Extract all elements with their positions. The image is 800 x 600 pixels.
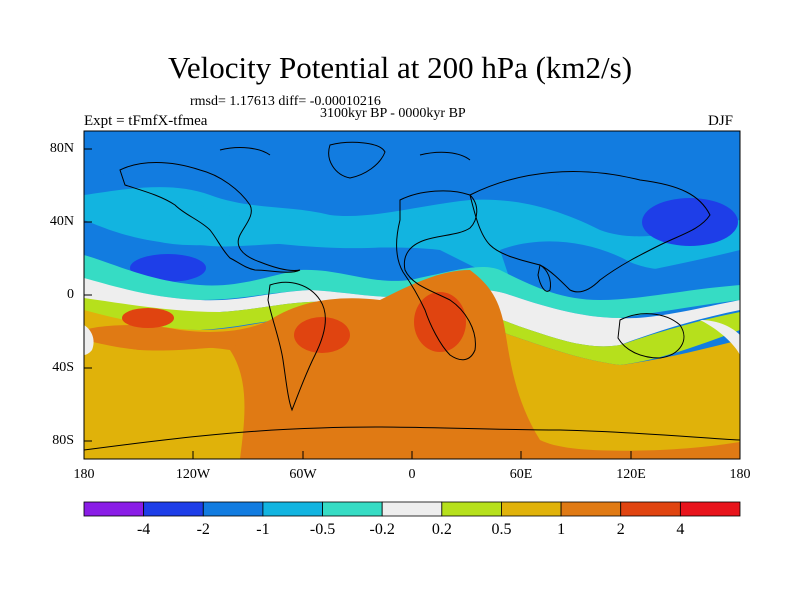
- colorbar-swatch: [620, 501, 681, 517]
- x-tick-label: 180: [729, 467, 751, 482]
- x-tick-label: 180: [73, 467, 95, 482]
- coastlines: [84, 141, 740, 451]
- colorbar-swatch: [560, 501, 622, 517]
- colorbar-label: 4: [676, 521, 685, 538]
- colorbar-label: 1: [557, 521, 566, 538]
- x-tick-label: 120W: [175, 467, 211, 482]
- colorbar-label: 0.2: [431, 521, 452, 538]
- colorbar-swatch: [143, 501, 204, 517]
- colorbar-label: -0.2: [369, 521, 395, 538]
- colorbar-swatch: [441, 501, 502, 517]
- colorbar-swatch: [202, 501, 264, 517]
- y-tick-label: 40N: [49, 214, 74, 229]
- colorbar-swatch: [679, 501, 741, 517]
- x-tick-label: 120E: [616, 467, 646, 482]
- colorbar-swatch: [262, 501, 323, 517]
- colorbar-swatch: [381, 501, 443, 517]
- colorbar-label: -1: [256, 521, 270, 538]
- x-tick-marks: [83, 451, 741, 459]
- x-tick-label: 60W: [289, 467, 317, 482]
- colorbar-label: 2: [616, 521, 625, 538]
- y-tick-label: 0: [67, 287, 74, 302]
- plot-title: Velocity Potential at 200 hPa (km2/s): [167, 50, 633, 85]
- season-label: DJF: [708, 113, 734, 129]
- experiment-label: Expt = tFmfX-tfmea: [84, 113, 208, 129]
- colorbar-label: -0.5: [309, 521, 336, 538]
- colorbar-label: -2: [196, 521, 210, 538]
- y-tick-label: 40S: [52, 360, 74, 375]
- colorbar-label: 0.5: [491, 521, 512, 538]
- stats-line: rmsd= 1.17613 diff= -0.00010216: [190, 94, 381, 109]
- colorbar-swatch: [83, 501, 145, 517]
- colorbar: [83, 501, 741, 517]
- x-tick-label: 0: [408, 467, 416, 482]
- y-tick-marks: [84, 148, 92, 442]
- colorbar-label: -4: [136, 521, 151, 538]
- y-tick-label: 80S: [52, 433, 74, 448]
- x-tick-label: 60E: [509, 467, 533, 482]
- colorbar-swatch: [322, 501, 383, 517]
- period-label: 3100kyr BP - 0000kyr BP: [320, 106, 466, 121]
- colorbar-swatch: [501, 501, 562, 517]
- y-tick-label: 80N: [49, 141, 74, 156]
